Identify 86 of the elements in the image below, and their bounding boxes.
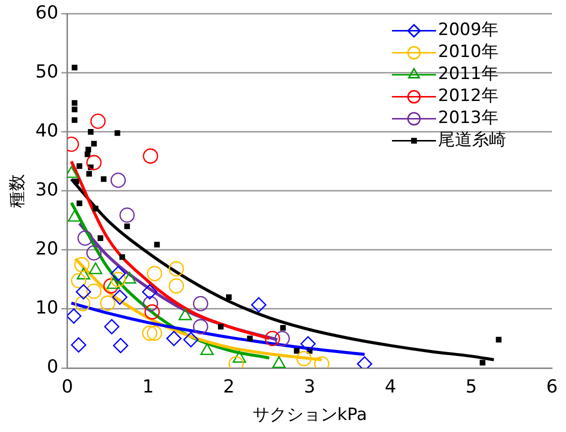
- legend-label: 2010年: [438, 42, 498, 62]
- point: [76, 200, 82, 206]
- point: [70, 272, 86, 288]
- legend-label: 2013年: [438, 108, 498, 128]
- point: [112, 338, 128, 354]
- point: [100, 176, 106, 182]
- point: [86, 154, 102, 170]
- point: [92, 206, 98, 212]
- point: [72, 100, 78, 106]
- point: [114, 130, 120, 136]
- point: [280, 325, 286, 331]
- point: [70, 337, 86, 353]
- y-tick-label: 50: [35, 62, 58, 83]
- x-axis-title: サクションkPa: [252, 405, 368, 426]
- point: [294, 348, 300, 354]
- y-tick-label: 10: [35, 298, 58, 319]
- x-tick-label: 2: [223, 376, 235, 398]
- y-axis-title: 種数: [8, 174, 28, 208]
- point: [146, 326, 162, 341]
- point: [86, 245, 102, 261]
- point: [192, 296, 208, 312]
- line-series: [70, 178, 496, 362]
- point: [274, 330, 290, 346]
- point: [300, 336, 316, 352]
- point: [154, 242, 160, 248]
- point: [226, 294, 232, 300]
- point: [88, 129, 94, 135]
- point: [480, 360, 486, 366]
- point: [86, 170, 92, 177]
- point: [73, 178, 80, 184]
- point: [110, 272, 126, 288]
- point: [296, 350, 312, 366]
- point: [74, 257, 90, 272]
- x-tick-label: 1: [142, 376, 154, 398]
- point: [104, 319, 120, 334]
- point: [72, 106, 78, 112]
- point: [77, 230, 93, 246]
- point: [103, 278, 119, 294]
- point: [98, 235, 104, 241]
- point: [76, 163, 82, 169]
- x-tick-label: 5: [465, 376, 477, 398]
- point: [146, 266, 162, 282]
- point: [168, 261, 184, 276]
- point: [119, 254, 126, 260]
- point: [251, 297, 266, 312]
- point: [72, 117, 78, 123]
- y-tick-label: 30: [35, 180, 58, 201]
- point: [183, 332, 199, 348]
- point: [168, 278, 184, 294]
- x-tick-label: 6: [546, 376, 558, 398]
- point: [264, 330, 280, 346]
- point: [142, 148, 158, 164]
- y-tick-label: 60: [35, 2, 58, 24]
- legend-label: 2012年: [438, 86, 498, 106]
- y-tick-label: 40: [35, 120, 58, 142]
- point: [142, 326, 158, 341]
- x-tick-label: 3: [304, 376, 316, 398]
- point: [218, 324, 224, 330]
- legend-label: 尾道糸崎: [438, 130, 506, 150]
- point: [91, 140, 97, 146]
- point: [247, 336, 253, 342]
- point: [119, 207, 135, 223]
- point: [166, 330, 182, 346]
- y-tick-label: 0: [46, 356, 58, 378]
- point: [496, 336, 502, 342]
- point: [142, 296, 158, 312]
- x-tick-label: 0: [62, 376, 74, 398]
- point: [90, 114, 106, 129]
- legend-label: 2009年: [438, 20, 498, 40]
- point: [142, 284, 158, 300]
- point: [72, 64, 78, 70]
- y-tick-label: 20: [35, 238, 58, 260]
- point: [112, 290, 128, 305]
- point: [67, 308, 82, 324]
- point: [84, 151, 90, 158]
- point: [110, 172, 126, 188]
- x-tick-label: 4: [384, 376, 396, 398]
- point: [124, 223, 130, 230]
- point: [86, 284, 102, 299]
- point: [144, 304, 160, 320]
- point: [192, 319, 208, 334]
- point: [75, 296, 90, 312]
- legend-label: 2011年: [438, 64, 498, 84]
- point: [110, 266, 126, 282]
- point: [100, 295, 116, 311]
- point: [76, 284, 92, 300]
